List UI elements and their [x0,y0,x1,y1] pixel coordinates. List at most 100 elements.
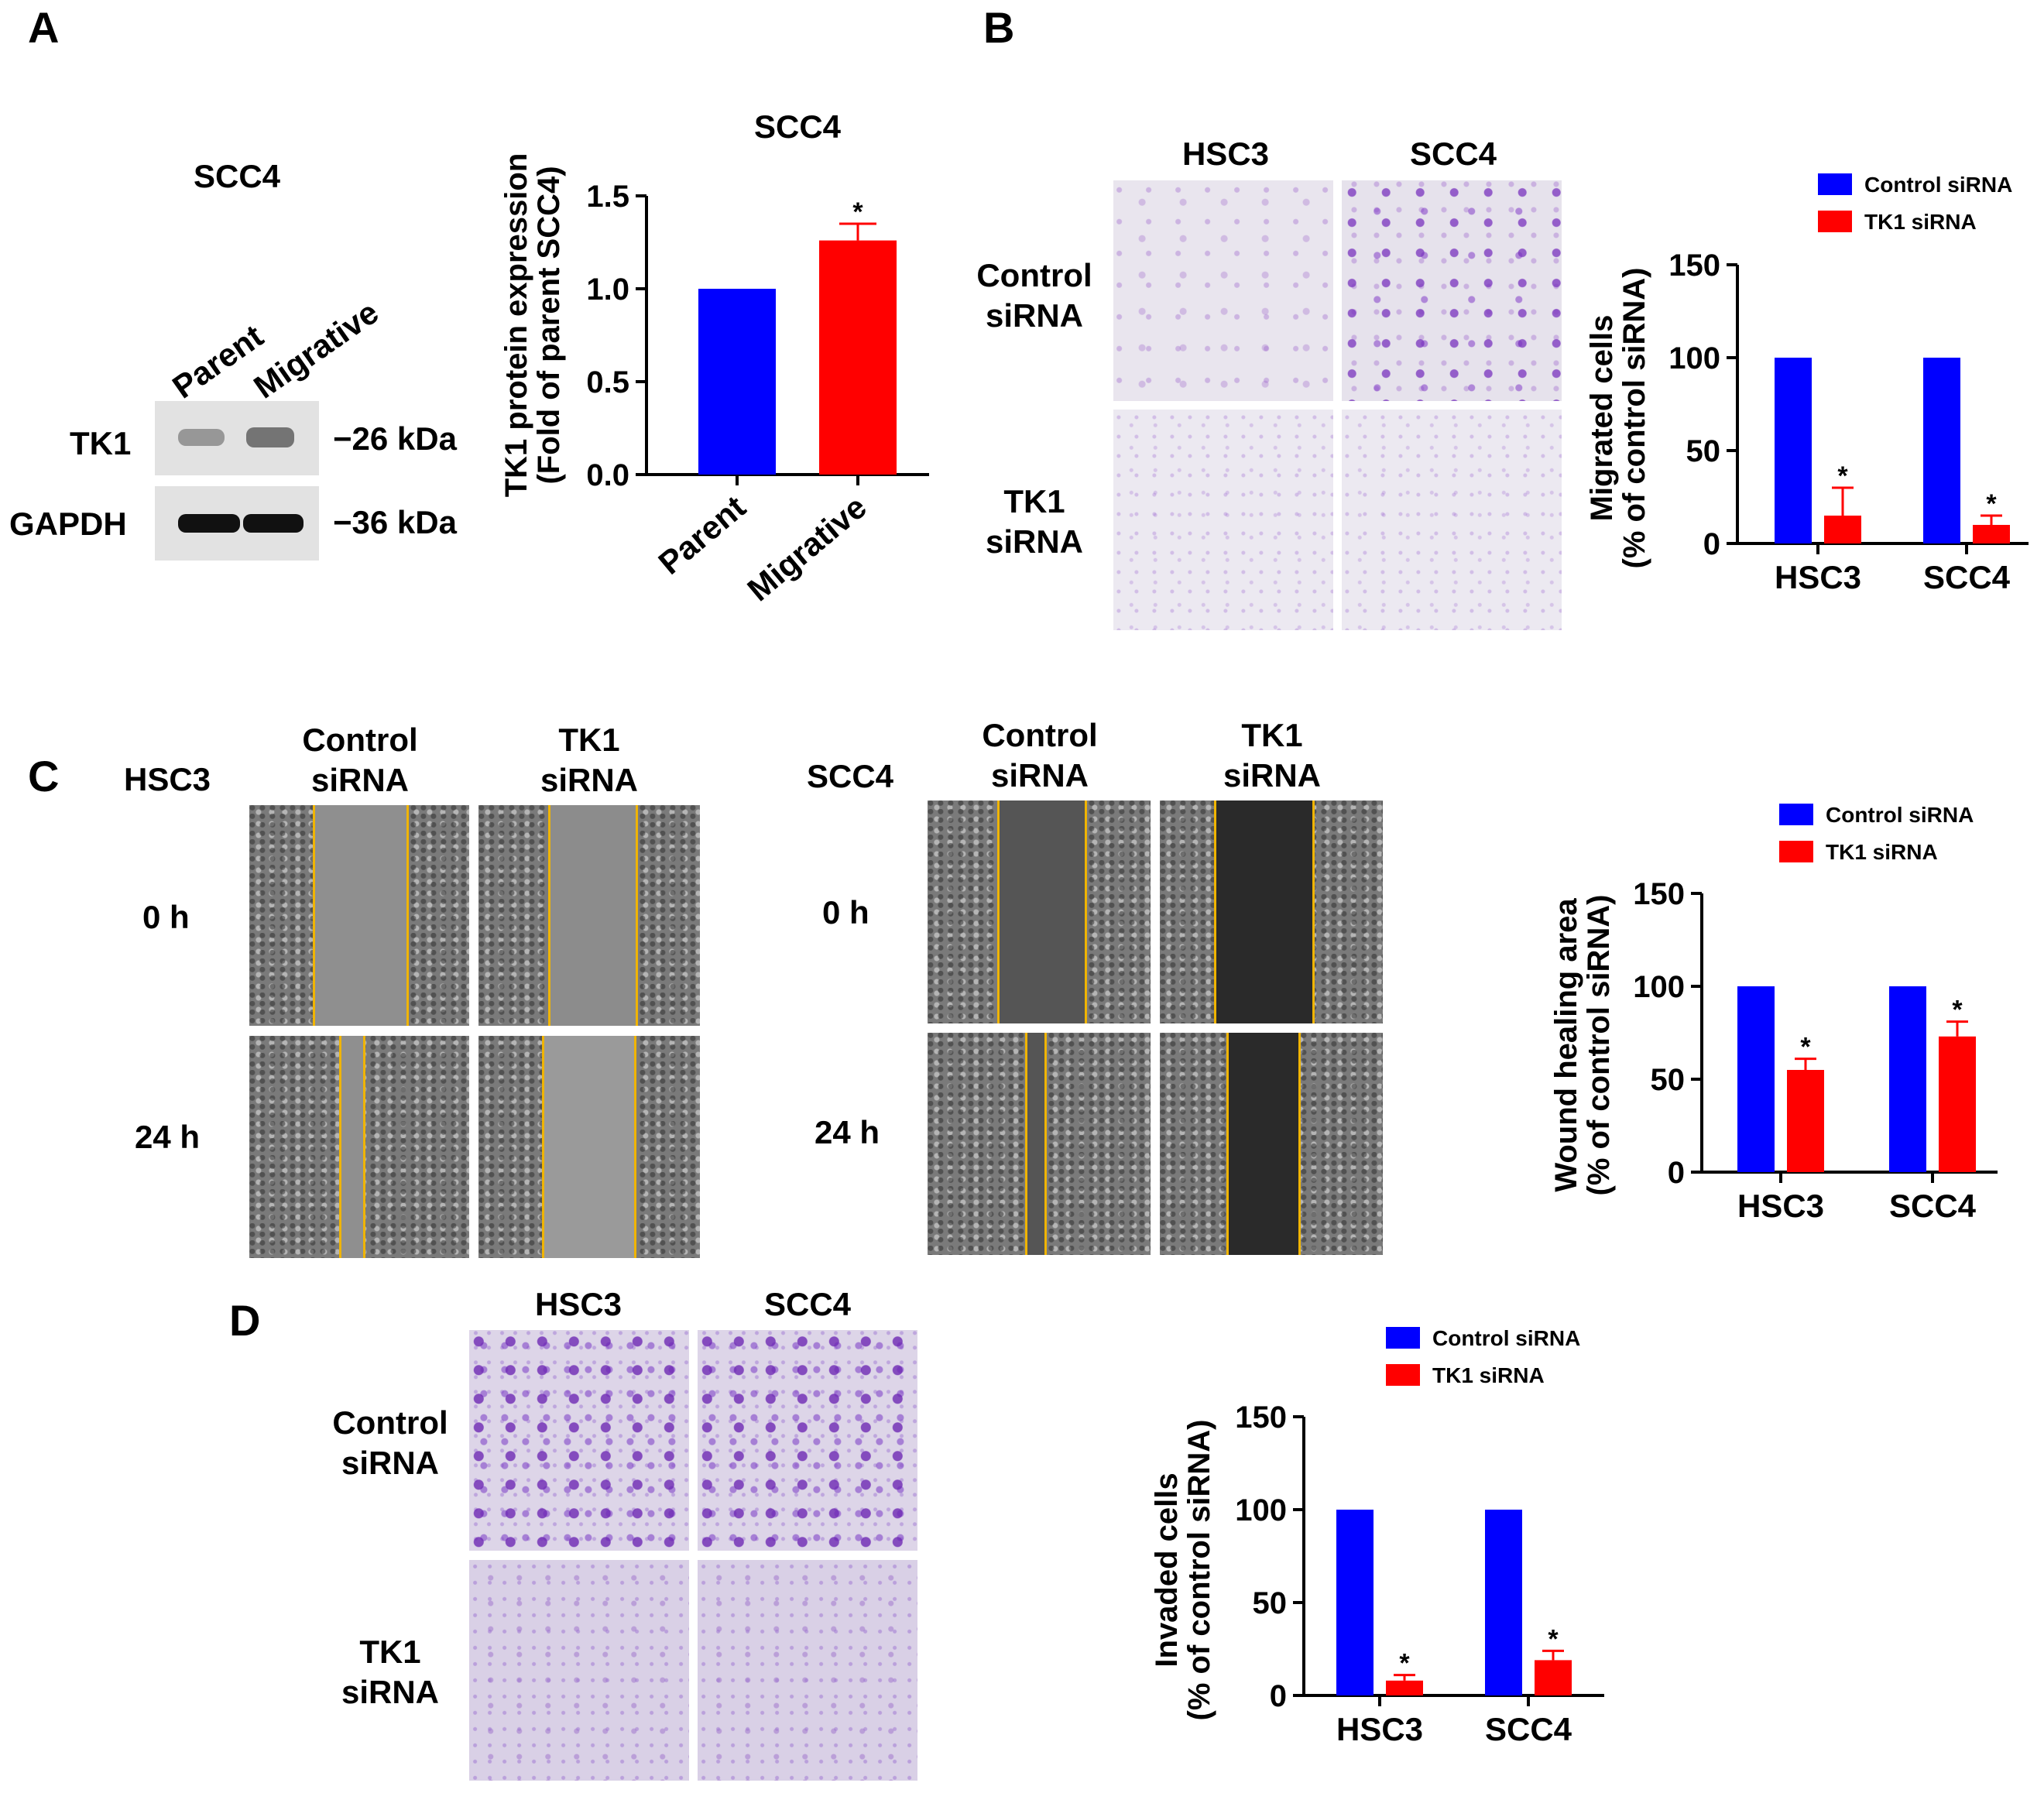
significance-mark: * [1548,1624,1559,1654]
bar-scc4-control [1485,1510,1522,1695]
bar-parent [698,289,776,475]
micrograph-d-hsc3-control [469,1330,689,1551]
col-header-hsc3: HSC3 [1181,135,1270,172]
legend-swatch [1386,1364,1420,1386]
micrograph-d-scc4-tk1 [698,1560,917,1781]
c-right-col-tk1-line2: siRNA [1223,757,1322,794]
legend-swatch [1386,1327,1420,1349]
wound-scc4-control-24h [928,1033,1151,1255]
legend-swatch [1818,173,1852,195]
x-tick-label: HSC3 [1775,559,1861,595]
c-left-col-control: Control siRNA [249,720,471,801]
y-tick-label: 50 [1686,434,1721,468]
c-left-col-tk1-line1: TK1 [558,722,620,758]
wound-scc4-tk1-0h [1160,801,1383,1023]
bar-scc4-tk1 [1535,1660,1572,1695]
micrograph-d-scc4-control [698,1330,917,1551]
y-tick-label: 150 [1633,877,1685,911]
row-label-gapdh: GAPDH [9,506,127,542]
row-header-tk1-line2: siRNA [985,523,1084,560]
y-tick-label: 0 [1703,527,1720,561]
chart-c: 0 50 100 150 Wound healing area(% of control… [1549,803,1998,1224]
y-tick-label: 100 [1235,1493,1287,1527]
c-right-col-tk1-line1: TK1 [1241,717,1303,753]
wound-hsc3-control-24h [249,1036,469,1258]
y-tick-label: 50 [1253,1586,1288,1620]
wound-hsc3-control-0h [249,805,469,1026]
legend-label: TK1 siRNA [1826,840,1938,864]
d-row-header-tk1: TK1 siRNA [313,1632,468,1712]
y-axis-label: (% of control siRNA) [1182,1420,1216,1721]
x-tick-label: HSC3 [1336,1711,1423,1747]
d-row-header-tk1-line2: siRNA [341,1674,440,1710]
tk1-band-migrative [246,427,294,447]
wound-scc4-tk1-24h [1160,1033,1383,1255]
x-tick-label: Parent [651,489,752,581]
time-label-left-0h: 0 h [142,899,190,935]
micrograph-hsc3-control [1113,180,1333,401]
time-label-left-24h: 24 h [135,1119,201,1155]
y-tick-label: 100 [1633,970,1685,1004]
y-tick-label: 0.0 [586,458,629,492]
legend-swatch [1779,804,1813,825]
wound-hsc3-tk1-0h [478,805,700,1026]
bar-hsc3-tk1 [1824,516,1861,543]
row-header-control-line1: Control [976,257,1092,293]
cell-label-scc4: SCC4 [807,758,894,794]
significance-mark: * [852,197,863,227]
wound-scc4-control-0h [928,801,1151,1023]
c-left-col-tk1: TK1 siRNA [478,720,700,801]
gapdh-band-parent [178,514,240,533]
blot-title: SCC4 [194,158,281,194]
cell-label-hsc3: HSC3 [124,761,211,797]
panel-label-c: C [28,752,60,801]
c-left-col-tk1-line2: siRNA [540,762,639,798]
bar-hsc3-tk1 [1787,1070,1824,1172]
legend-label: Control siRNA [1432,1326,1580,1350]
y-tick-label: 1.0 [586,273,629,307]
legend-swatch [1779,841,1813,862]
bar-migrative [819,240,897,475]
y-axis-label: TK1 protein expression [499,153,533,498]
significance-mark: * [1952,996,1963,1025]
row-header-control: Control siRNA [957,255,1112,336]
chart-d: 0 50 100 150 Invaded cells(% of control siRN… [1150,1326,1604,1747]
bar-scc4-tk1 [1939,1036,1976,1172]
legend-label: Control siRNA [1826,803,1974,827]
d-row-header-control-line1: Control [332,1404,448,1441]
c-left-col-control-line1: Control [302,722,418,758]
panel-label-d: D [229,1296,261,1345]
significance-mark: * [1399,1649,1410,1678]
row-header-tk1-line1: TK1 [1003,483,1065,519]
row-label-tk1: TK1 [70,425,132,461]
kda-label-tk1: −26 kDa [333,420,457,457]
d-col-header-scc4: SCC4 [763,1286,852,1322]
c-right-col-control-line1: Control [982,717,1098,753]
x-tick-label: SCC4 [1923,559,2011,595]
y-axis-label: (% of control siRNA) [1582,895,1616,1196]
panel-label-a: A [28,3,60,52]
y-tick-label: 0 [1270,1679,1287,1713]
blot-tk1 [155,401,319,475]
y-tick-label: 0.5 [586,365,629,399]
c-right-col-control-line2: siRNA [990,757,1089,794]
d-row-header-control: Control siRNA [313,1403,468,1483]
y-axis-label: (Fold of parent SCC4) [532,166,566,484]
micrograph-scc4-tk1 [1342,410,1562,630]
col-header-scc4: SCC4 [1409,135,1497,172]
significance-mark: * [1837,461,1848,491]
panel-label-b: B [983,3,1015,52]
row-header-control-line2: siRNA [985,297,1084,334]
chart-title: SCC4 [754,108,842,145]
time-label-right-24h: 24 h [815,1114,880,1150]
bar-hsc3-tk1 [1386,1680,1423,1695]
chart-a: 0.0 0.5 1.0 1.5 TK1 protein expression(Fold … [499,108,929,608]
significance-mark: * [1800,1033,1811,1062]
blot-gapdh [155,486,319,561]
y-axis-label: Invaded cells [1150,1472,1184,1667]
c-right-col-control: Control siRNA [928,715,1152,796]
y-tick-label: 100 [1668,341,1720,375]
y-tick-label: 50 [1651,1063,1686,1097]
bar-scc4-tk1 [1973,525,2010,543]
